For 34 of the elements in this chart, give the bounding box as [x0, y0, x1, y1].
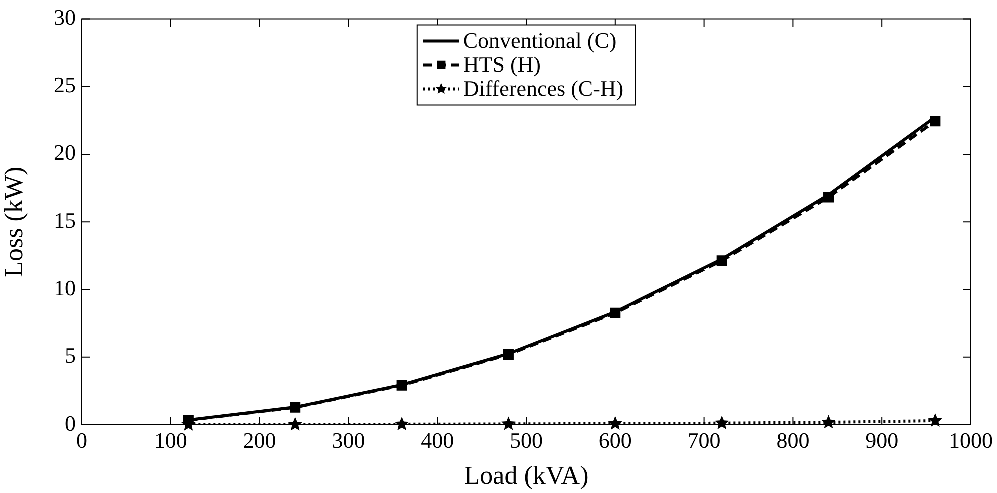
point: [290, 402, 301, 413]
x-tick-label: 100: [154, 428, 188, 453]
x-tick-label: 900: [866, 428, 899, 453]
x-tick-label: 500: [510, 428, 543, 453]
x-tick-label: 600: [598, 428, 632, 453]
x-tick-label: 300: [332, 428, 366, 453]
y-tick-label: 0: [65, 410, 76, 436]
point: [714, 416, 730, 430]
point: [824, 192, 834, 203]
y-tick-label: 25: [54, 72, 76, 98]
y-tick-label: 10: [54, 276, 76, 301]
legend-label: Conventional (C): [463, 28, 617, 53]
y-tick-label: 15: [54, 208, 76, 233]
point: [716, 256, 728, 266]
x-tick-label: 200: [243, 428, 276, 453]
x-tick-label: 400: [421, 428, 454, 453]
point: [502, 416, 516, 430]
point: [394, 416, 410, 431]
point: [930, 116, 941, 127]
point: [822, 415, 836, 429]
y-axis-title: Loss (kW): [0, 166, 28, 278]
point: [503, 350, 514, 360]
y-tick-label: 30: [54, 4, 76, 30]
x-axis-title: Load (kVA): [464, 461, 589, 490]
point: [396, 380, 408, 391]
point: [928, 413, 943, 428]
legend-label: Differences (C-H): [463, 76, 624, 101]
point: [610, 308, 621, 318]
legend-label: HTS (H): [463, 52, 541, 77]
y-tick-label: 5: [65, 343, 76, 368]
x-tick-label: 1000: [949, 428, 993, 453]
x-tick-label: 800: [776, 428, 810, 453]
x-tick-label: 700: [688, 428, 721, 453]
y-tick-label: 20: [54, 140, 76, 166]
